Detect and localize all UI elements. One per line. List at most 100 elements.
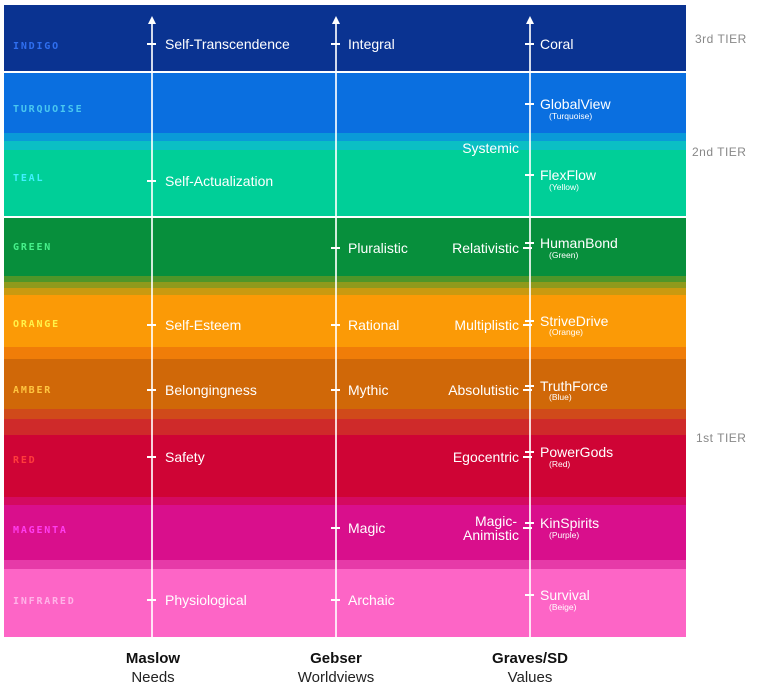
band-teal bbox=[4, 150, 686, 216]
graves-tick bbox=[525, 174, 534, 176]
graves-humanbond: HumanBond bbox=[540, 235, 618, 251]
graves-tick bbox=[525, 320, 534, 322]
gebser-arrow-icon bbox=[332, 16, 340, 24]
gebser-rational: Rational bbox=[348, 317, 400, 333]
gebser-tick bbox=[331, 324, 340, 326]
graves-axis bbox=[529, 18, 531, 638]
maslow-axis bbox=[151, 18, 153, 638]
gebser-pluralistic: Pluralistic bbox=[348, 240, 408, 256]
band-transition bbox=[4, 497, 686, 505]
maslow-self-transcendence: Self-Transcendence bbox=[165, 36, 290, 52]
band-orange bbox=[4, 295, 686, 347]
maslow-tick bbox=[147, 43, 156, 45]
band-transition bbox=[4, 419, 686, 435]
graves-coral: Coral bbox=[540, 36, 574, 52]
band-turquoise bbox=[4, 73, 686, 133]
gebser-column-subtitle: Worldviews bbox=[297, 669, 375, 686]
graves-truthforce: TruthForce bbox=[540, 378, 608, 394]
band-transition bbox=[4, 282, 686, 288]
band-label-turquoise: TURQUOISE bbox=[13, 104, 84, 115]
graves-kinspirits: KinSpirits bbox=[540, 515, 600, 531]
stage-multiplistic: Multiplistic bbox=[454, 317, 519, 333]
stage-magic-animistic-line2: Animistic bbox=[462, 527, 519, 543]
graves-globalview-sub: (Turquoise) bbox=[549, 111, 593, 121]
band-transition bbox=[4, 133, 686, 141]
band-label-green: GREEN bbox=[13, 242, 53, 253]
gebser-axis bbox=[335, 18, 337, 638]
tier-label-2nd: 2nd TIER bbox=[692, 145, 747, 159]
maslow-tick bbox=[147, 180, 156, 182]
graves-powergods-sub: (Red) bbox=[549, 459, 571, 469]
band-transition bbox=[4, 276, 686, 282]
band-amber bbox=[4, 359, 686, 409]
gebser-integral: Integral bbox=[348, 36, 395, 52]
stage-magic-animistic-line1: Magic- bbox=[474, 513, 517, 529]
stage-systemic: Systemic bbox=[462, 140, 519, 156]
band-label-infrared: INFRARED bbox=[13, 596, 76, 607]
gebser-column-title: Gebser bbox=[310, 650, 362, 667]
band-transition bbox=[4, 347, 686, 359]
graves-kinspirits-sub: (Purple) bbox=[549, 530, 580, 540]
graves-left-tick bbox=[523, 324, 532, 326]
band-transition bbox=[4, 141, 686, 150]
maslow-safety: Safety bbox=[165, 449, 205, 465]
graves-left-tick bbox=[523, 527, 532, 529]
graves-arrow-icon bbox=[526, 16, 534, 24]
graves-globalview: GlobalView bbox=[540, 96, 611, 112]
graves-tick bbox=[525, 451, 534, 453]
maslow-physiological: Physiological bbox=[165, 592, 247, 608]
graves-tick bbox=[525, 385, 534, 387]
band-transition bbox=[4, 560, 686, 569]
maslow-column-title: Maslow bbox=[125, 650, 181, 667]
stage-absolutistic: Absolutistic bbox=[448, 382, 519, 398]
maslow-arrow-icon bbox=[148, 16, 156, 24]
gebser-mythic: Mythic bbox=[348, 382, 389, 398]
gebser-tick bbox=[331, 43, 340, 45]
gebser-tick bbox=[331, 599, 340, 601]
graves-left-tick bbox=[523, 456, 532, 458]
gebser-tick bbox=[331, 527, 340, 529]
maslow-tick bbox=[147, 389, 156, 391]
graves-survival-sub: (Beige) bbox=[549, 602, 577, 612]
graves-left-tick bbox=[523, 389, 532, 391]
band-transition bbox=[4, 409, 686, 419]
tier-divider bbox=[4, 71, 764, 73]
graves-strivedrive-sub: (Orange) bbox=[549, 327, 584, 337]
graves-powergods: PowerGods bbox=[540, 444, 614, 460]
maslow-belongingness: Belongingness bbox=[165, 382, 257, 398]
maslow-column-subtitle: Needs bbox=[131, 669, 175, 686]
graves-tick bbox=[525, 43, 534, 45]
gebser-tick bbox=[331, 247, 340, 249]
maslow-tick bbox=[147, 324, 156, 326]
gebser-magic: Magic bbox=[348, 520, 386, 536]
graves-truthforce-sub: (Blue) bbox=[549, 392, 572, 402]
band-red bbox=[4, 435, 686, 497]
graves-flexflow: FlexFlow bbox=[540, 167, 597, 183]
graves-tick bbox=[525, 103, 534, 105]
band-infrared bbox=[4, 569, 686, 637]
band-label-indigo: INDIGO bbox=[13, 41, 60, 52]
maslow-self-actualization: Self-Actualization bbox=[165, 173, 274, 189]
maslow-tick bbox=[147, 599, 156, 601]
graves-flexflow-sub: (Yellow) bbox=[549, 182, 579, 192]
graves-tick bbox=[525, 594, 534, 596]
graves-column-title: Graves/SD bbox=[492, 650, 568, 667]
band-indigo bbox=[4, 5, 686, 71]
graves-survival: Survival bbox=[540, 587, 590, 603]
graves-strivedrive: StriveDrive bbox=[540, 313, 609, 329]
band-transition bbox=[4, 288, 686, 295]
maslow-tick bbox=[147, 456, 156, 458]
graves-column-subtitle: Values bbox=[507, 669, 553, 686]
tier-label-1st: 1st TIER bbox=[696, 431, 747, 445]
band-magenta bbox=[4, 505, 686, 560]
band-label-magenta: MAGENTA bbox=[13, 525, 68, 536]
gebser-archaic: Archaic bbox=[348, 592, 395, 608]
gebser-tick bbox=[331, 389, 340, 391]
band-label-teal: TEAL bbox=[13, 173, 45, 184]
tier-divider bbox=[4, 216, 764, 218]
band-green bbox=[4, 218, 686, 276]
graves-humanbond-sub: (Green) bbox=[549, 250, 579, 260]
band-label-red: RED bbox=[13, 455, 37, 466]
maslow-self-esteem: Self-Esteem bbox=[165, 317, 242, 333]
